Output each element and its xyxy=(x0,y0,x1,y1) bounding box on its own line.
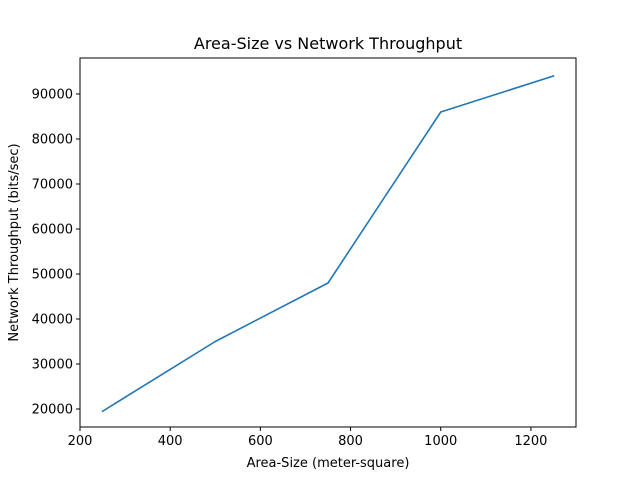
y-tick-label: 90000 xyxy=(32,88,73,103)
y-tick-label: 30000 xyxy=(32,358,73,373)
data-point xyxy=(214,340,217,343)
data-point xyxy=(327,282,329,284)
x-axis-ticks: 200 400 600 800 1000 1200 xyxy=(68,427,547,449)
y-axis-label: Network Throughput (bits/sec) xyxy=(7,143,22,341)
data-point xyxy=(439,111,442,113)
x-tick-label: 1000 xyxy=(424,434,457,449)
y-tick-label: 60000 xyxy=(32,223,73,238)
data-point xyxy=(552,75,555,77)
data-point xyxy=(101,410,104,413)
plot-area xyxy=(79,57,577,428)
y-tick-label: 50000 xyxy=(32,268,73,283)
x-axis-label: Area-Size (meter-square) xyxy=(247,456,410,471)
x-tick-label: 600 xyxy=(248,434,273,449)
x-tick-label: 400 xyxy=(158,434,183,449)
x-tick-label: 800 xyxy=(338,434,363,449)
data-points xyxy=(101,75,555,413)
y-tick-label: 40000 xyxy=(32,313,73,328)
y-axis-ticks: 20000 30000 40000 50000 60000 70000 80000 90000 xyxy=(32,88,80,418)
x-tick-label: 200 xyxy=(68,434,93,449)
axes-frame xyxy=(79,57,577,428)
y-tick-label: 70000 xyxy=(32,178,73,193)
x-tick-label: 1200 xyxy=(514,434,547,449)
y-tick-label: 80000 xyxy=(32,133,73,148)
chart-title: Area-Size vs Network Throughput xyxy=(194,34,462,53)
y-tick-label: 20000 xyxy=(32,403,73,418)
